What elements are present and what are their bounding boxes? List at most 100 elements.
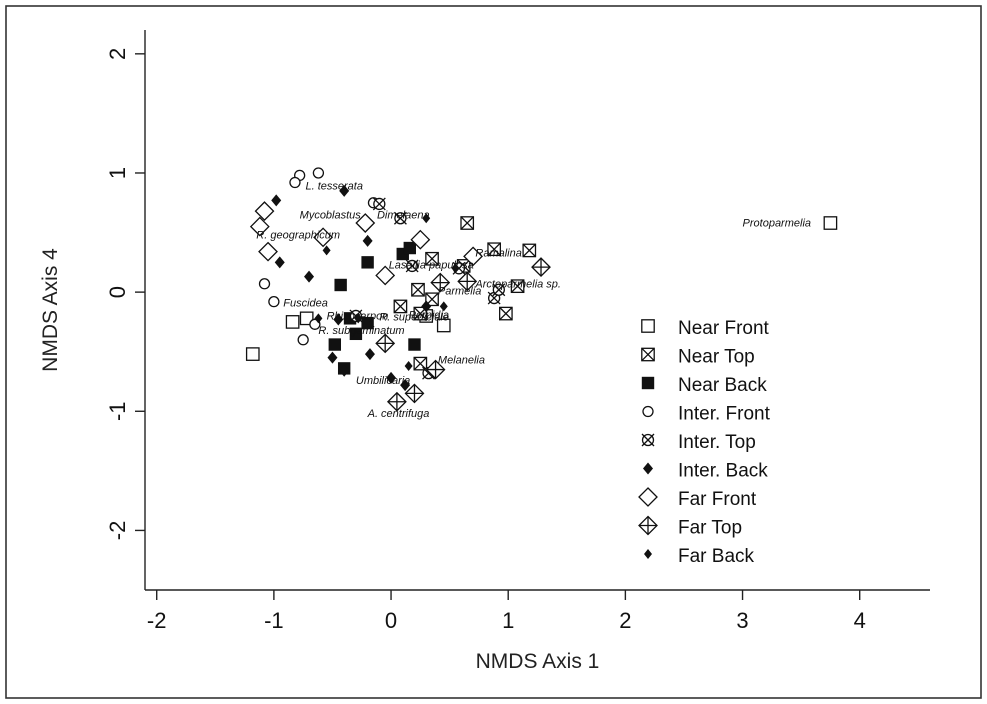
point-inter-back [339,364,350,377]
point-inter-back [421,300,432,313]
x-axis-title: NMDS Axis 1 [476,650,600,673]
legend: Near Front Near Top Near Back Inter. Front I… [638,318,771,567]
legend-marker [641,433,655,447]
point-far-front [249,216,270,237]
y-axis-title: NMDS Axis 4 [39,248,62,372]
species-label: Ramalina [475,247,521,259]
x-tick-label: 2 [619,608,631,633]
point-inter-front [289,176,301,189]
point-far-top [375,333,396,354]
legend-marker [644,549,652,559]
point-near-back [361,316,374,330]
point-inter-back [327,351,338,364]
legend-marker [643,462,653,475]
point-near-front [285,315,300,329]
legend-entry: Near Top [678,347,755,368]
point-far-top [457,271,478,292]
legend-entry: Inter. Top [678,432,756,453]
point-far-front [355,213,376,233]
point-far-back [314,313,323,324]
species-label: Melanelia [438,355,485,367]
x-tick-label: -1 [264,608,284,633]
species-label: L. tesserata [306,181,363,193]
species-labels: L. tesserata Mycoblastus R. geographicum Di… [256,181,811,421]
point-far-front [254,201,275,222]
x-tick-label: 1 [502,608,514,633]
point-inter-top [393,211,407,225]
point-near-top [510,279,525,294]
point-near-front [245,347,260,361]
point-inter-back [333,313,344,326]
species-label: Rhizocarpon [327,311,389,323]
point-far-back [451,263,460,274]
point-near-back [408,338,421,351]
point-inter-back [339,184,350,197]
legend-entry: Near Front [678,318,770,339]
legend-entry: Inter. Back [678,461,768,482]
species-label: Parmelia [438,286,481,298]
point-inter-back [400,379,411,392]
point-inter-back [364,348,375,361]
x-tick-label: -2 [147,608,167,633]
point-near-top [393,299,408,314]
point-far-front [410,229,431,250]
point-near-top [425,251,439,266]
point-near-top [411,282,425,297]
legend-entry: Far Front [678,489,757,510]
x-tick-label: 0 [385,608,397,633]
species-label: Porpidia [409,309,449,321]
point-far-front [258,241,278,262]
point-far-top [404,383,425,404]
point-far-top [425,359,446,380]
point-inter-front [258,278,271,290]
point-near-back [349,327,363,341]
legend-marker [641,347,655,362]
point-inter-back [386,371,397,384]
point-near-top [522,243,537,258]
legend-marker [638,487,658,507]
point-far-back [354,313,363,324]
point-inter-front [312,167,325,179]
point-near-front [436,318,451,333]
legend-entry: Near Back [678,375,767,396]
point-inter-front [268,296,280,308]
x-tick-label: 3 [736,608,748,633]
point-far-front [313,227,334,248]
y-tick-label: 0 [105,286,130,298]
species-label: R. geographicum [256,230,340,242]
point-near-top [413,306,428,321]
legend-marker [638,515,658,536]
point-far-top [531,257,551,278]
y-tick-label: -2 [105,521,130,541]
point-near-top [413,356,428,371]
species-label: Arctoparmelia sp. [474,278,561,290]
point-far-top [386,391,407,412]
legend-marker [641,319,655,333]
species-label: Protoparmelia [743,218,811,230]
point-inter-top [372,197,386,211]
point-near-top [460,216,475,230]
point-inter-back [362,234,373,247]
point-near-front [299,311,314,326]
point-far-top [430,272,451,293]
legend-entry: Far Back [678,546,755,567]
point-inter-front [297,334,309,346]
point-inter-top [405,259,419,273]
data-points [245,167,838,412]
figure-frame [5,5,982,699]
legend-entry: Far Top [678,518,742,539]
point-far-back [322,245,331,256]
point-near-back [334,278,347,292]
point-near-back [361,256,374,269]
species-label: Mycoblastus [300,209,362,221]
point-near-back [328,338,342,351]
y-tick-label: 1 [105,167,130,179]
point-inter-back [274,256,285,269]
y-tick-label: -1 [105,401,130,421]
species-label: Umbilicaria [356,375,410,387]
point-near-front [823,216,838,230]
species-label: Fuscidea [283,297,328,309]
point-far-back [404,361,413,371]
